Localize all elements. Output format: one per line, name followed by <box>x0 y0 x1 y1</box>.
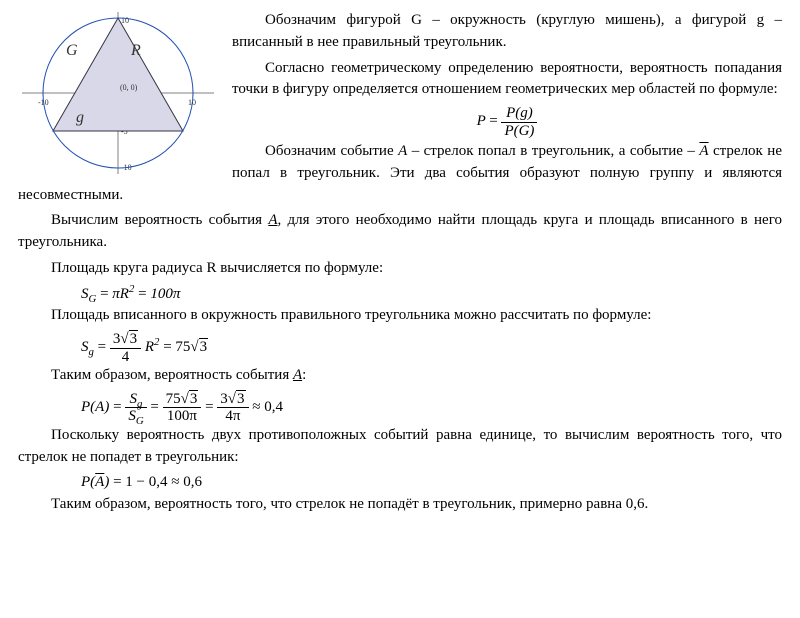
piR: πR <box>112 286 129 302</box>
figure: -10 -5 5 10 10 -5 -10 (0, 0) G R g <box>18 10 218 184</box>
geometry-figure: -10 -5 5 10 10 -5 -10 (0, 0) G R g <box>18 10 218 176</box>
para-4: Вычислим вероятность события A, для этог… <box>18 210 782 254</box>
A-in-P: A <box>95 399 104 415</box>
formula-S-G: SG = πR2 = 100π <box>81 284 782 306</box>
sym-S2: S <box>81 339 89 355</box>
event-A-und2: A <box>293 367 302 383</box>
sqrt-3c: 3 <box>189 390 199 407</box>
den-100pi: 100π <box>163 408 202 425</box>
num-3b: 3 <box>220 391 228 407</box>
para-8: Поскольку вероятность двух противоположн… <box>18 425 782 469</box>
sup-2: 2 <box>129 283 134 295</box>
svg-text:R: R <box>130 42 141 59</box>
para-3a: Обозначим событие <box>265 143 398 159</box>
sqrt-3d: 3 <box>236 390 246 407</box>
para-9: Таким образом, вероятность того, что стр… <box>18 494 782 516</box>
para-4a: Вычислим вероятность события <box>51 212 268 228</box>
frac-den: P(G) <box>501 123 537 140</box>
svg-text:(0, 0): (0, 0) <box>120 83 138 92</box>
sym-P: P <box>477 113 486 129</box>
num-3: 3 <box>113 331 121 347</box>
P-open: P( <box>81 474 95 490</box>
R: R <box>145 339 154 355</box>
svg-text:G: G <box>66 42 78 59</box>
sup-2b: 2 <box>154 336 159 348</box>
para-6: Площадь вписанного в окружность правильн… <box>18 305 782 327</box>
formula-PAbar: P(A) = 1 − 0,4 ≈ 0,6 <box>81 472 782 494</box>
para-3b: – стрелок попал в треугольник, а событие… <box>407 143 699 159</box>
sub-g: g <box>89 346 94 358</box>
para-5: Площадь круга радиуса R вычисляется по ф… <box>18 258 782 280</box>
sqrt-3b: 3 <box>199 338 209 355</box>
approx-04: ≈ 0,4 <box>252 399 283 415</box>
event-A-bar: A <box>699 143 708 159</box>
den-4: 4 <box>110 349 141 366</box>
frac-num: P(g) <box>501 105 537 123</box>
Abar-in-P: A <box>95 474 104 490</box>
one-minus: = 1 − 0,4 ≈ 0,6 <box>113 474 202 490</box>
n75: 75 <box>175 339 190 355</box>
den-4pi: 4π <box>217 408 248 425</box>
P-close: ) <box>104 474 109 490</box>
formula-PA: P(A) = Sg SG = 753 100π = 33 4π ≈ 0,4 <box>81 391 782 425</box>
sqrt-3: 3 <box>129 330 139 347</box>
event-A: A <box>398 143 407 159</box>
hundred-pi: 100π <box>150 286 180 302</box>
svg-text:10: 10 <box>121 16 129 25</box>
formula-S-g: Sg = 33 4 R2 = 753 <box>81 331 782 365</box>
para-7: Таким образом, вероятность события A: <box>18 365 782 387</box>
n75b: 75 <box>166 391 181 407</box>
svg-text:g: g <box>76 109 84 126</box>
sub-G: G <box>89 293 97 305</box>
sym-S: S <box>81 286 89 302</box>
para-7a: Таким образом, вероятность события <box>51 367 293 383</box>
